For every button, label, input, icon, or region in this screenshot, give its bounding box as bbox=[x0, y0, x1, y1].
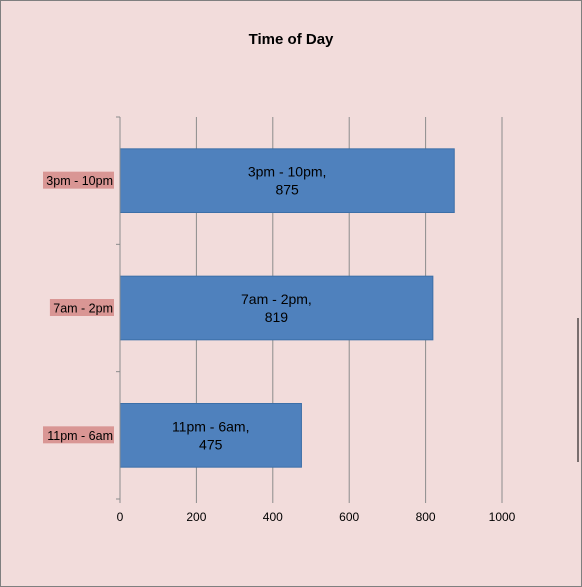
bars bbox=[119, 148, 455, 468]
x-tick-label: 1000 bbox=[489, 510, 516, 524]
bar bbox=[119, 403, 302, 468]
category-label: 3pm - 10pm bbox=[46, 174, 113, 188]
x-tick-label: 600 bbox=[339, 510, 359, 524]
category-label-highlight bbox=[49, 299, 114, 316]
data-label: 3pm - 10pm, bbox=[248, 164, 327, 180]
data-label: 819 bbox=[265, 309, 289, 325]
data-labels: 3pm - 10pm, 875 7am - 2pm, 819 11pm - 6am, 47… bbox=[172, 164, 326, 453]
x-tick-label: 200 bbox=[186, 510, 206, 524]
x-tick-label: 800 bbox=[416, 510, 436, 524]
axes: 0 200 400 600 800 1000 3pm - 10pm 7am - 2pm 11pm… bbox=[43, 116, 579, 524]
category-label: 11pm - 6am bbox=[47, 429, 113, 443]
chart-title: Time of Day bbox=[249, 31, 334, 48]
data-label: 475 bbox=[199, 436, 223, 452]
bar bbox=[119, 148, 455, 213]
x-tick-label: 0 bbox=[117, 510, 124, 524]
data-label: 11pm - 6am, bbox=[172, 418, 250, 434]
category-label-highlight bbox=[43, 171, 114, 189]
data-label: 7am - 2pm, bbox=[241, 291, 312, 307]
category-label-highlight bbox=[43, 426, 114, 444]
x-tick-label: 400 bbox=[263, 510, 283, 524]
data-label: 875 bbox=[275, 182, 299, 198]
bar bbox=[119, 275, 434, 341]
category-label: 7am - 2pm bbox=[53, 302, 113, 316]
